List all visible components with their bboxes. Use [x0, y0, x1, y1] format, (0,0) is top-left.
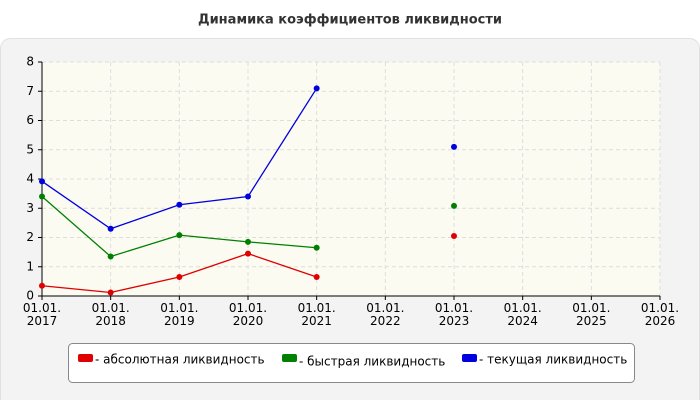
- y-tick-label: 1: [26, 259, 34, 273]
- y-tick-label: 5: [26, 142, 34, 156]
- y-tick-label: 7: [26, 84, 34, 98]
- point: [245, 238, 251, 245]
- point: [313, 244, 320, 251]
- x-tick-label: 01.01. 2019: [160, 301, 198, 328]
- point: [313, 85, 320, 92]
- point: [313, 273, 320, 280]
- y-tick-label: 6: [26, 113, 34, 127]
- y-tick-label: 0: [26, 289, 34, 303]
- x-tick-label: 01.01. 2018: [92, 301, 130, 328]
- point: [107, 253, 114, 260]
- legend: [68, 343, 635, 383]
- point: [107, 289, 114, 296]
- point: [245, 250, 251, 257]
- point: [107, 225, 114, 232]
- legend-label: - текущая ликвидность: [479, 353, 627, 367]
- point: [176, 201, 183, 208]
- legend-swatch: [462, 354, 477, 362]
- legend-label: - абсолютная ликвидность: [95, 353, 265, 367]
- point: [451, 143, 457, 150]
- point: [39, 178, 45, 185]
- x-tick-label: 01.01. 2017: [23, 301, 61, 328]
- point: [176, 232, 183, 239]
- point: [451, 233, 457, 240]
- point: [39, 282, 45, 289]
- y-tick-label: 8: [26, 55, 34, 69]
- legend-swatch: [282, 354, 297, 362]
- point: [176, 273, 183, 280]
- y-tick-label: 3: [26, 201, 34, 215]
- point: [245, 193, 251, 200]
- x-tick-label: 01.01. 2022: [366, 301, 404, 328]
- legend-label: - быстрая ликвидность: [299, 355, 445, 369]
- x-tick-label: 01.01. 2021: [298, 301, 336, 328]
- legend-swatch: [78, 354, 93, 362]
- point: [451, 202, 457, 209]
- x-tick-label: 01.01. 2024: [504, 301, 542, 328]
- x-tick-label: 01.01. 2026: [641, 301, 679, 328]
- x-tick-label: 01.01. 2025: [572, 301, 610, 328]
- x-tick-label: 01.01. 2020: [229, 301, 267, 328]
- y-tick-label: 2: [26, 230, 34, 244]
- chart-title: Динамика коэффициентов ликвидности: [198, 13, 502, 28]
- y-tick-label: 4: [26, 172, 34, 186]
- x-tick-label: 01.01. 2023: [435, 301, 473, 328]
- point: [39, 193, 45, 200]
